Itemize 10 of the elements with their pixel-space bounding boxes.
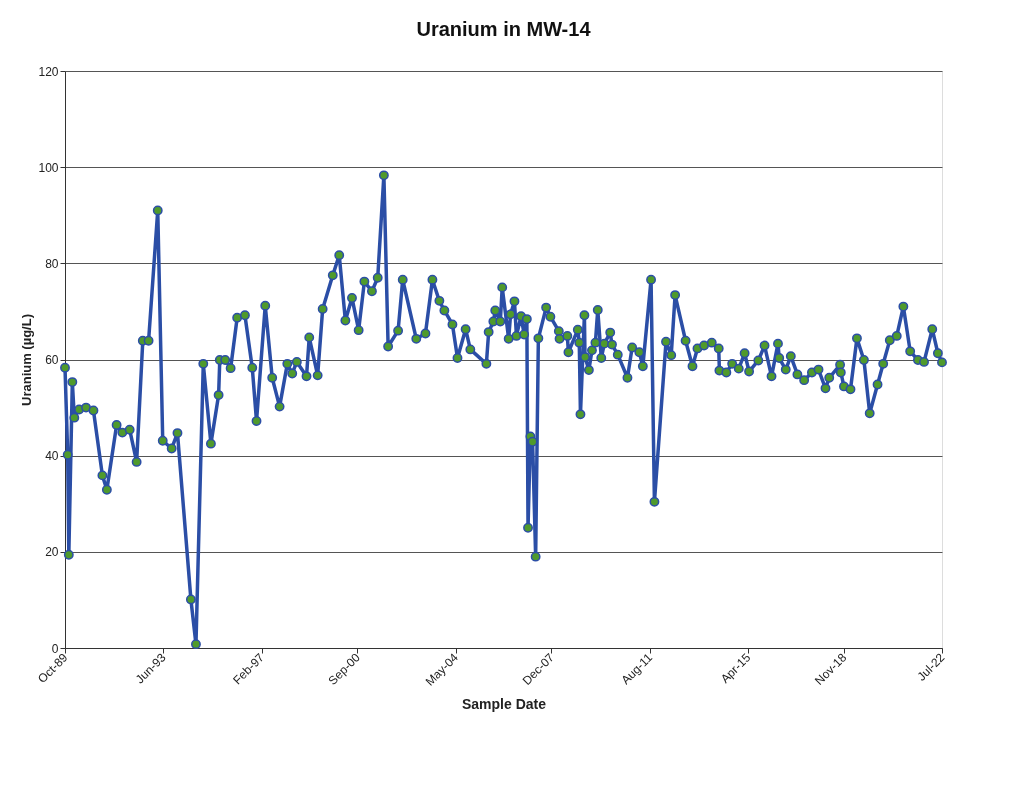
- y-axis-title: Uranium (µg/L): [19, 314, 35, 406]
- y-tick-label: 0: [51, 641, 59, 656]
- y-tick-label: 60: [45, 353, 59, 367]
- y-tick-label: 20: [45, 545, 59, 560]
- chart-title: Uranium in MW-14: [416, 18, 592, 40]
- y-tick-label: 120: [38, 64, 59, 79]
- y-tick-label: 80: [45, 256, 59, 271]
- y-tick-label: 40: [45, 449, 59, 464]
- x-axis-title: Sample Date: [461, 696, 547, 713]
- y-tick-label: 100: [38, 160, 59, 175]
